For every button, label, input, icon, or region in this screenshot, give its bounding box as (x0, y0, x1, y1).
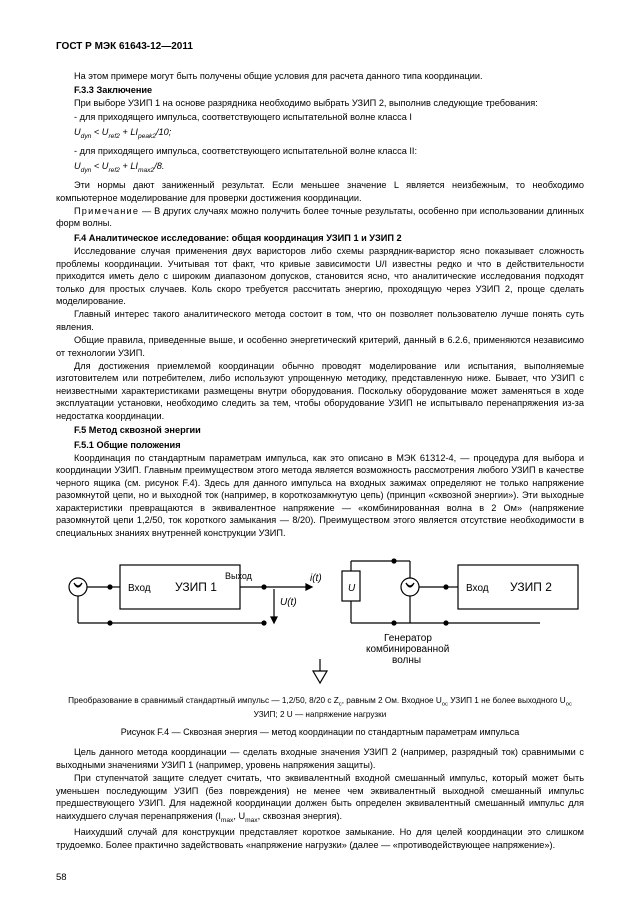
note-label: Примечание (74, 206, 139, 216)
paragraph: На этом примере могут быть получены общи… (56, 70, 584, 82)
paragraph: - для приходящего импульса, соответствую… (56, 145, 584, 157)
label-vhod: Вход (128, 583, 151, 594)
label-vhod2: Вход (466, 583, 489, 594)
paragraph: Исследование случая применения двух вари… (56, 245, 584, 307)
label-ut: U(t) (280, 597, 297, 608)
label-vyhod: Выход (225, 571, 253, 581)
label-gen1: Генератор (384, 633, 432, 644)
figure-caption: Рисунок F.4 — Сквозная энергия — метод к… (56, 726, 584, 738)
paragraph: При ступенчатой защите следует считать, … (56, 772, 584, 825)
paragraph: Эти нормы дают заниженный результат. Есл… (56, 179, 584, 204)
label-gen3: волны (392, 655, 421, 666)
formula-1: Udyn < Uref2 + LIpeak2/10; (56, 126, 584, 142)
label-it: i(t) (310, 573, 322, 584)
label-u: U (348, 583, 356, 594)
label-gen2: комбинированной (366, 643, 449, 655)
figure-f4-diagram: Вход УЗИП 1 Выход U(t) i(t) U Вход УЗИП … (56, 547, 584, 690)
note: Примечание — В других случаях можно полу… (56, 205, 584, 230)
paragraph: - для приходящего импульса, соответствую… (56, 111, 584, 123)
heading-f51: F.5.1 Общие положения (56, 439, 584, 451)
paragraph: Цель данного метода координации — сделат… (56, 746, 584, 771)
paragraph: Для достижения приемлемой координации об… (56, 360, 584, 422)
paragraph: При выборе УЗИП 1 на основе разрядника н… (56, 97, 584, 109)
paragraph: Наихудший случай для конструкции предста… (56, 826, 584, 851)
heading-f4: F.4 Аналитическое исследование: общая ко… (56, 232, 584, 244)
figure-subcaption: Преобразование в сравнимый стандартный и… (56, 696, 584, 720)
formula-2: Udyn < Uref2 + LImax2/8. (56, 160, 584, 176)
heading-f5: F.5 Метод сквозной энергии (56, 424, 584, 436)
paragraph: Координация по стандартным параметрам им… (56, 452, 584, 539)
document-header: ГОСТ Р МЭК 61643-12—2011 (56, 40, 584, 54)
label-uzip2: УЗИП 2 (510, 580, 552, 594)
paragraph: Общие правила, приведенные выше, и особе… (56, 334, 584, 359)
label-uzip1: УЗИП 1 (175, 580, 217, 594)
page-number: 58 (56, 872, 67, 885)
heading-f33: F.3.3 Заключение (56, 84, 584, 96)
paragraph: Главный интерес такого аналитического ме… (56, 308, 584, 333)
